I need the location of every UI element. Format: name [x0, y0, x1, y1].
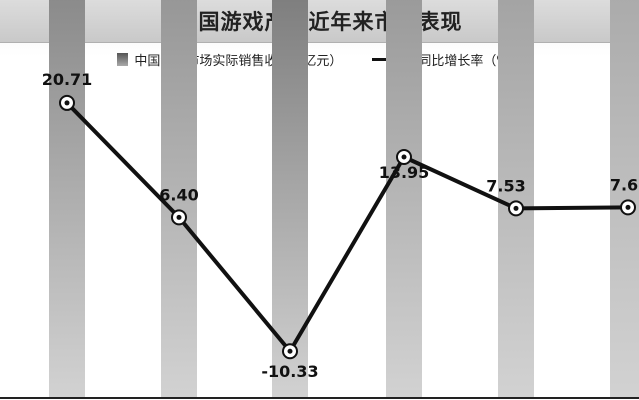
- revenue-bar: [49, 0, 85, 398]
- growth-rate-point-center: [176, 214, 182, 220]
- revenue-bar: [386, 0, 422, 399]
- growth-rate-point-center: [513, 205, 519, 211]
- growth-rate-line: [65, 101, 629, 354]
- growth-rate-label: 20.71: [42, 70, 93, 89]
- legend-bar-swatch: [117, 52, 129, 66]
- growth-rate-point-center: [64, 100, 70, 106]
- growth-rate-label: 13.95: [379, 163, 430, 182]
- growth-rate-label: 7.6: [610, 175, 638, 194]
- growth-rate-label: 6.40: [159, 185, 198, 204]
- growth-rate-point-center: [401, 154, 407, 160]
- growth-rate-label: 7.53: [486, 176, 525, 195]
- revenue-bar: [498, 0, 534, 398]
- revenue-bar: [610, 0, 639, 398]
- growth-rate-point-center: [625, 204, 631, 210]
- growth-rate-label: -10.33: [261, 362, 318, 381]
- legend-line-label: 同比增长率（%）: [418, 53, 522, 69]
- revenue-bar: [161, 0, 197, 399]
- growth-rate-point-center: [287, 348, 293, 354]
